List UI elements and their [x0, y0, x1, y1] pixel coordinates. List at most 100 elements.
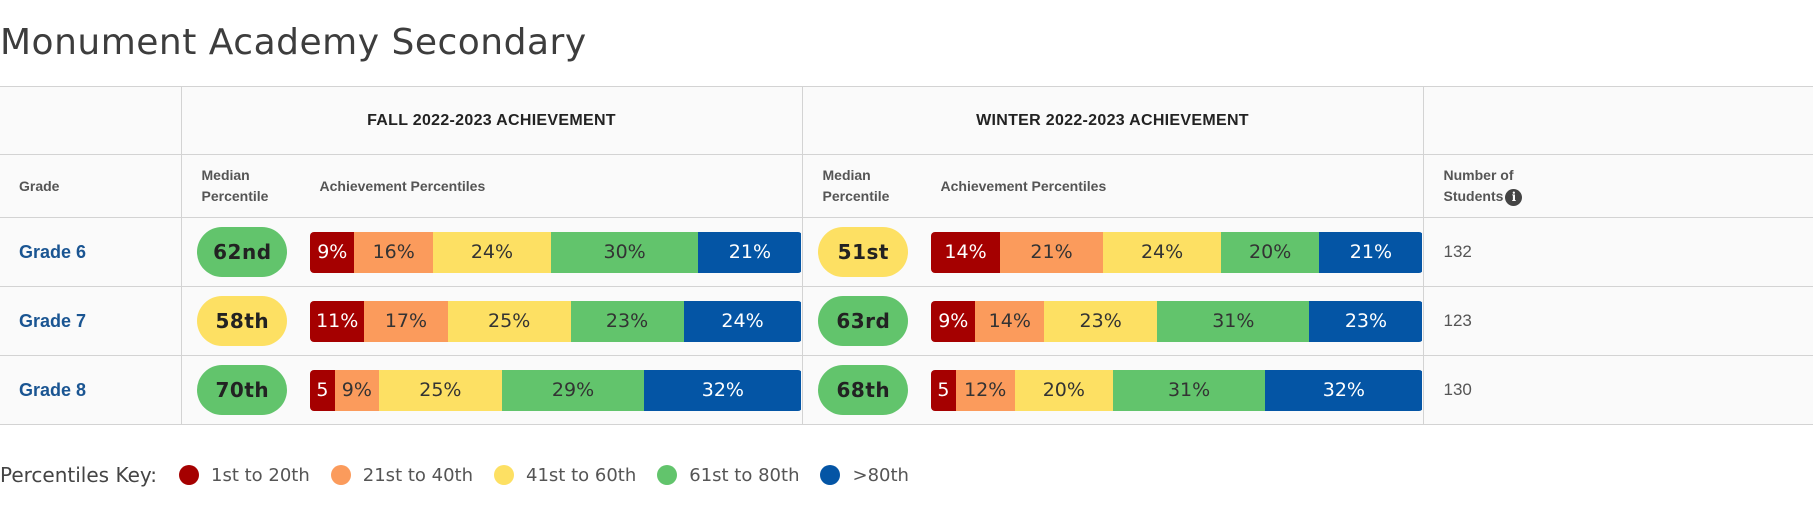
fall-median-percentile-badge: 70th [197, 365, 288, 415]
key-item-label: 41st to 60th [526, 464, 637, 486]
grade-column-label: Grade [19, 178, 60, 194]
fall-achievement-bar[interactable]: 5 9% 25% 29% 32% [310, 369, 802, 411]
key-item-p5: >80th [820, 464, 909, 486]
key-color-dot [330, 465, 351, 485]
key-item-label: 21st to 40th [362, 464, 474, 486]
bar-segment-p2[interactable]: 21% [999, 231, 1104, 273]
bar-segment-p2[interactable]: 14% [975, 300, 1045, 342]
median-label-line1: Median [822, 167, 871, 183]
students-column-header: Number of Students i [1422, 154, 1813, 218]
winter-achievement-bar[interactable]: 14% 21% 24% 20% 21% [931, 231, 1423, 273]
table-row: Grade 8 70th 5 9% 25% 29% 32% 68th 5 12% 20% 31% 32%… [0, 355, 1813, 425]
bar-segment-p3[interactable]: 24% [432, 231, 551, 273]
grade-link[interactable]: Grade 7 [19, 310, 87, 331]
students-cell: 132 [1422, 217, 1813, 287]
key-item-p3: 41st to 60th [494, 465, 636, 486]
students-label-line2: Students [1443, 188, 1504, 204]
winter-median-percentile-badge: 68th [818, 365, 909, 415]
winter-median-percentile-badge: 63rd [818, 296, 909, 346]
bar-segment-p4[interactable]: 20% [1221, 231, 1320, 273]
bar-segment-p4[interactable]: 23% [570, 300, 684, 342]
number-of-students: 132 [1443, 242, 1472, 261]
key-item-p4: 61st to 80th [657, 465, 799, 486]
bar-segment-p1[interactable]: 9% [931, 300, 976, 342]
winter-achievement-cell: 68th 5 12% 20% 31% 32% [801, 355, 1424, 425]
median-label-line2: Percentile [201, 188, 269, 204]
key-item-label: 1st to 20th [211, 464, 310, 486]
bar-segment-p4[interactable]: 31% [1112, 369, 1266, 411]
grade-cell: Grade 7 [0, 286, 182, 356]
bar-segment-p5[interactable]: 32% [644, 369, 802, 411]
bar-segment-p2[interactable]: 9% [334, 369, 379, 411]
winter-achievement-cell: 51st 14% 21% 24% 20% 21% [801, 217, 1424, 287]
bar-segment-p2[interactable]: 17% [364, 300, 448, 342]
achievement-table: FALL 2022-2023 ACHIEVEMENT WINTER 2022-2… [0, 86, 1813, 425]
table-row: Grade 7 58th 11% 17% 25% 23% 24% 63rd 9% 14% 23% 31… [0, 286, 1813, 356]
fall-header: FALL 2022-2023 ACHIEVEMENT [180, 86, 803, 155]
bar-segment-p3[interactable]: 25% [447, 300, 571, 342]
bar-segment-p5[interactable]: 21% [698, 231, 802, 273]
key-item-p2: 21st to 40th [330, 464, 474, 486]
bar-segment-p3[interactable]: 24% [1103, 231, 1222, 273]
students-cell: 123 [1422, 286, 1813, 356]
bar-segment-p4[interactable]: 31% [1157, 300, 1310, 342]
key-color-dot [179, 465, 199, 485]
bar-segment-p5[interactable]: 21% [1319, 231, 1423, 273]
fall-achievement-percentiles-header: Achievement Percentiles [319, 178, 486, 194]
winter-subheader: Median Percentile Achievement Percentile… [801, 154, 1424, 218]
grade-column-header: Grade [0, 154, 182, 218]
header-blank-left [0, 86, 182, 155]
bar-segment-p5[interactable]: 32% [1265, 369, 1423, 411]
key-item-label: >80th [852, 464, 909, 486]
bar-segment-p4[interactable]: 29% [501, 369, 645, 411]
grade-cell: Grade 8 [0, 355, 182, 425]
page-title: Monument Academy Secondary [0, 22, 587, 63]
info-icon[interactable]: i [1505, 188, 1523, 206]
winter-median-percentile-badge: 51st [818, 227, 909, 277]
fall-achievement-cell: 70th 5 9% 25% 29% 32% [180, 355, 803, 425]
bar-segment-p1[interactable]: 14% [931, 231, 1000, 273]
bar-segment-p1[interactable]: 5 [310, 369, 335, 411]
bar-segment-p3[interactable]: 23% [1044, 300, 1158, 342]
bar-segment-p3[interactable]: 20% [1014, 369, 1113, 411]
key-item-label: 61st to 80th [689, 464, 800, 486]
bar-segment-p2[interactable]: 12% [955, 369, 1015, 411]
table-header-row: FALL 2022-2023 ACHIEVEMENT WINTER 2022-2… [0, 86, 1813, 155]
fall-achievement-bar[interactable]: 9% 16% 24% 30% 21% [310, 231, 802, 273]
bar-segment-p1[interactable]: 9% [310, 231, 355, 273]
grade-link[interactable]: Grade 6 [19, 241, 87, 262]
key-items: 1st to 20th 21st to 40th 41st to 60th 61st … [179, 465, 930, 486]
percentiles-key: Percentiles Key: 1st to 20th 21st to 40th… [0, 463, 930, 487]
header-blank-right [1422, 86, 1813, 155]
winter-achievement-bar[interactable]: 5 12% 20% 31% 32% [931, 369, 1423, 411]
table-row: Grade 6 62nd 9% 16% 24% 30% 21% 51st 14% 21% 24% 20… [0, 217, 1813, 287]
fall-subheader: Median Percentile Achievement Percentile… [180, 154, 803, 218]
bar-segment-p5[interactable]: 23% [1309, 300, 1423, 342]
bar-segment-p5[interactable]: 24% [683, 300, 802, 342]
key-color-dot [657, 465, 678, 485]
bar-segment-p4[interactable]: 30% [550, 231, 699, 273]
bar-segment-p2[interactable]: 16% [354, 231, 433, 273]
students-cell: 130 [1422, 355, 1813, 425]
key-item-p1: 1st to 20th [179, 465, 310, 486]
grade-cell: Grade 6 [0, 217, 182, 287]
winter-achievement-cell: 63rd 9% 14% 23% 31% 23% [801, 286, 1424, 356]
fall-median-percentile-badge: 58th [197, 296, 288, 346]
fall-achievement-bar[interactable]: 11% 17% 25% 23% 24% [310, 300, 802, 342]
winter-achievement-bar[interactable]: 9% 14% 23% 31% 23% [931, 300, 1423, 342]
number-of-students: 130 [1443, 380, 1472, 399]
fall-achievement-cell: 62nd 9% 16% 24% 30% 21% [180, 217, 803, 287]
bar-segment-p1[interactable]: 11% [310, 300, 365, 342]
fall-median-percentile-header: Median Percentile [182, 165, 320, 207]
number-of-students: 123 [1443, 311, 1472, 330]
students-label-line1: Number of [1443, 167, 1514, 183]
key-color-dot [494, 465, 515, 485]
bar-segment-p1[interactable]: 5 [931, 369, 956, 411]
key-color-dot [820, 465, 841, 485]
key-title: Percentiles Key: [0, 463, 157, 487]
median-label-line1: Median [201, 167, 250, 183]
grade-link[interactable]: Grade 8 [19, 379, 87, 400]
bar-segment-p3[interactable]: 25% [378, 369, 502, 411]
table-subheader-row: Grade Median Percentile Achievement Perc… [0, 154, 1813, 218]
winter-header: WINTER 2022-2023 ACHIEVEMENT [801, 86, 1424, 155]
